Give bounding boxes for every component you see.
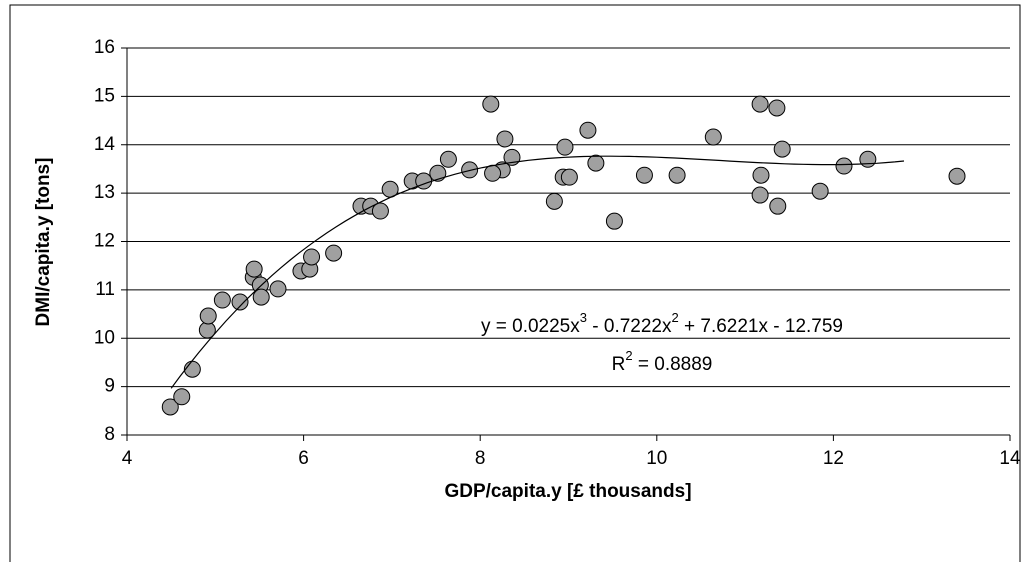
data-point <box>752 166 770 184</box>
data-point <box>704 128 722 146</box>
x-tick-label: 4 <box>122 448 133 469</box>
label-part: - 0.7222x <box>587 316 672 337</box>
data-point <box>859 150 877 168</box>
data-point <box>461 161 479 179</box>
label-part: R <box>612 354 626 375</box>
y-axis-title: DMI/capita.y [tons] <box>33 158 54 327</box>
data-point <box>579 121 597 139</box>
y-tick-label: 13 <box>94 182 115 203</box>
x-tick-label: 14 <box>999 448 1021 469</box>
y-tick-label: 14 <box>94 134 116 155</box>
data-point <box>252 288 270 306</box>
x-tick-label: 8 <box>475 448 486 469</box>
data-point <box>269 280 287 298</box>
data-point <box>556 138 574 156</box>
y-tick-label: 16 <box>94 37 115 58</box>
trendline-equation: y = 0.0225x3 - 0.7222x2 + 7.6221x - 12.7… <box>481 310 843 337</box>
data-point <box>560 168 578 186</box>
superscript: 3 <box>580 310 587 325</box>
data-point <box>482 95 500 113</box>
data-point <box>769 197 787 215</box>
trendline-r-squared: R2 = 0.8889 <box>612 348 713 375</box>
data-point <box>668 166 686 184</box>
data-point <box>303 248 321 266</box>
data-point <box>768 99 786 117</box>
data-point <box>605 212 623 230</box>
data-point <box>484 164 502 182</box>
y-tick-label: 10 <box>94 327 115 348</box>
data-point <box>835 157 853 175</box>
label-part: + 7.6221x - 12.759 <box>679 316 843 337</box>
data-point <box>213 291 231 309</box>
superscript: 2 <box>625 348 632 363</box>
trendline <box>170 155 905 389</box>
data-point <box>161 398 179 416</box>
data-point <box>199 307 217 325</box>
data-point <box>545 192 563 210</box>
data-point <box>587 154 605 172</box>
label-part: y = 0.0225x <box>481 316 580 337</box>
data-point <box>371 202 389 220</box>
data-point <box>751 95 769 113</box>
y-tick-label: 12 <box>94 231 115 252</box>
data-point <box>173 388 191 406</box>
chart-border <box>9 4 1021 562</box>
y-tick-label: 9 <box>104 376 115 397</box>
data-point <box>496 130 514 148</box>
y-tick-label: 8 <box>104 424 115 445</box>
data-point <box>183 360 201 378</box>
data-point <box>429 164 447 182</box>
data-point <box>439 150 457 168</box>
y-tick-label: 11 <box>95 279 115 300</box>
y-tick-label: 15 <box>94 85 115 106</box>
data-point <box>635 166 653 184</box>
x-tick-label: 10 <box>646 448 667 469</box>
data-point <box>773 140 791 158</box>
x-tick-label: 12 <box>823 448 844 469</box>
data-point <box>811 182 829 200</box>
superscript: 2 <box>672 310 679 325</box>
x-axis-title: GDP/capita.y [£ thousands] <box>444 481 691 502</box>
data-point <box>948 167 966 185</box>
data-point <box>751 186 769 204</box>
data-point <box>325 244 343 262</box>
data-point <box>245 260 263 278</box>
data-point <box>231 293 249 311</box>
x-tick-label: 6 <box>298 448 309 469</box>
label-part: = 0.8889 <box>633 354 713 375</box>
